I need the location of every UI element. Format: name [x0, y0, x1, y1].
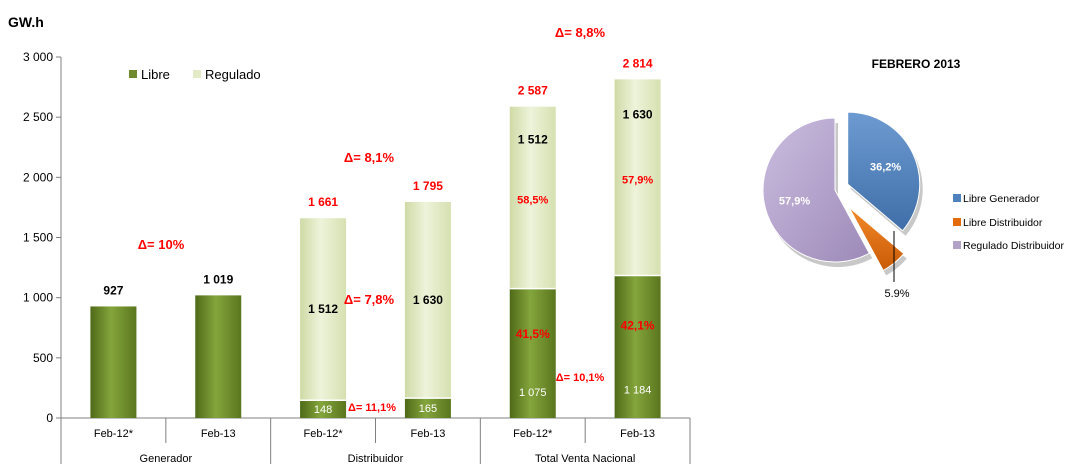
- bar-regulado: [404, 202, 451, 399]
- pie-slice: [847, 111, 921, 232]
- nat-lib-delta: Δ= 10,1%: [556, 372, 605, 384]
- y-tick-label: 1 000: [23, 291, 53, 305]
- dist-lib-delta: Δ= 11,1%: [348, 402, 396, 414]
- bar-total-label: 1 019: [203, 272, 233, 286]
- delta-annotations: Δ= 10% Δ= 8,1% Δ= 7,8% Δ= 11,1% Δ= 8,8% …: [138, 25, 606, 414]
- pie-legend: Libre Generador Libre Distribuidor Regul…: [953, 193, 1064, 252]
- bar-regulado-label: 1 630: [413, 293, 443, 307]
- bar-regulado: [614, 79, 661, 276]
- bar-libre: [509, 288, 556, 418]
- bar-total-label: 927: [103, 283, 123, 297]
- y-tick-label: 2 000: [23, 170, 53, 184]
- x-group-label: Distribuidor: [348, 453, 404, 464]
- pie-legend-swatch-libre-generador: [953, 194, 961, 202]
- bar-labels: 927 1 019 1 661 1 512 148 1 795 1 630 165 2 587 1…: [103, 56, 655, 416]
- pie-title: FEBRERO 2013: [872, 57, 961, 71]
- bar-regulado-label: 1 512: [518, 132, 548, 146]
- y-tick-label: 3 000: [23, 50, 53, 64]
- legend-label-regulado: Regulado: [205, 67, 261, 82]
- bar-libre-label: 165: [419, 403, 437, 415]
- pie-slices: 36,2% 57,9%: [762, 111, 923, 276]
- bar-libre: [90, 306, 137, 418]
- x-tick-label: Feb-13: [620, 428, 655, 440]
- x-categories: Feb-12* Feb-13 Feb-12* Feb-13 Feb-12* Feb-13 G…: [60, 418, 691, 464]
- bar-regulado-label: 1 512: [308, 302, 338, 316]
- x-tick-label: Feb-13: [201, 428, 236, 440]
- legend-label-libre: Libre: [141, 67, 170, 82]
- bar-total-label: 2 814: [623, 56, 653, 70]
- bar-regulado: [509, 106, 556, 289]
- bar-regulado: [300, 218, 347, 401]
- bar-libre: [195, 295, 242, 418]
- y-tick-label: 500: [33, 351, 53, 365]
- pie-legend-swatch-regulado-distribuidor: [953, 241, 961, 249]
- x-tick-label: Feb-13: [410, 428, 445, 440]
- bar-libre-pct: 41,5%: [516, 327, 550, 341]
- x-tick-label: Feb-12*: [304, 428, 344, 440]
- bar-legend: Libre Regulado: [129, 67, 261, 82]
- x-tick-label: Feb-12*: [513, 428, 553, 440]
- bar-libre: [300, 400, 347, 418]
- bar-regulado-pct: 57,9%: [622, 174, 653, 186]
- y-ticks: 0 500 1 000 1 500 2 000 2 500 3 000: [23, 50, 61, 425]
- gen-delta: Δ= 10%: [138, 237, 185, 252]
- y-tick-label: 2 500: [23, 110, 53, 124]
- legend-swatch-regulado: [193, 70, 201, 78]
- x-group-label: Total Venta Nacional: [535, 453, 635, 464]
- pie-slice-label: 36,2%: [870, 162, 901, 174]
- bar-total-label: 1 661: [308, 195, 338, 209]
- pie-slice: [762, 117, 870, 263]
- nat-total-delta: Δ= 8,8%: [555, 25, 606, 40]
- y-tick-label: 0: [46, 411, 53, 425]
- x-tick-label: Feb-12*: [94, 428, 134, 440]
- bar-libre-label: 1 184: [624, 385, 652, 397]
- dist-reg-delta: Δ= 7,8%: [344, 292, 395, 307]
- bar-regulado-label: 1 630: [623, 108, 653, 122]
- bar-total-label: 1 795: [413, 179, 443, 193]
- legend-swatch-libre: [129, 70, 137, 78]
- pie-legend-label-libre-distribuidor: Libre Distribuidor: [963, 217, 1043, 229]
- bar-libre-label: 148: [314, 404, 332, 416]
- bar-total-label: 2 587: [518, 84, 548, 98]
- pie-label-libre-distribuidor: 5.9%: [884, 288, 909, 300]
- pie-slice-label: 57,9%: [779, 195, 810, 207]
- y-axis-label: GW.h: [8, 14, 44, 30]
- pie-legend-label-libre-generador: Libre Generador: [963, 193, 1040, 205]
- pie-legend-label-regulado-distribuidor: Regulado Distribuidor: [963, 240, 1064, 252]
- pie-legend-swatch-libre-distribuidor: [953, 218, 961, 226]
- pie-chart: FEBRERO 2013 36,2% 57,9% 5.9% Libre Gener…: [762, 57, 1064, 300]
- bar-libre: [404, 398, 451, 418]
- bar-regulado-pct: 58,5%: [517, 194, 548, 206]
- x-group-label: Generador: [140, 453, 193, 464]
- bars: [90, 79, 661, 418]
- bar-libre-label: 1 075: [519, 387, 547, 399]
- bar-libre-pct: 42,1%: [621, 318, 655, 332]
- bar-libre: [614, 275, 661, 418]
- dist-total-delta: Δ= 8,1%: [344, 150, 395, 165]
- y-tick-label: 1 500: [23, 231, 53, 245]
